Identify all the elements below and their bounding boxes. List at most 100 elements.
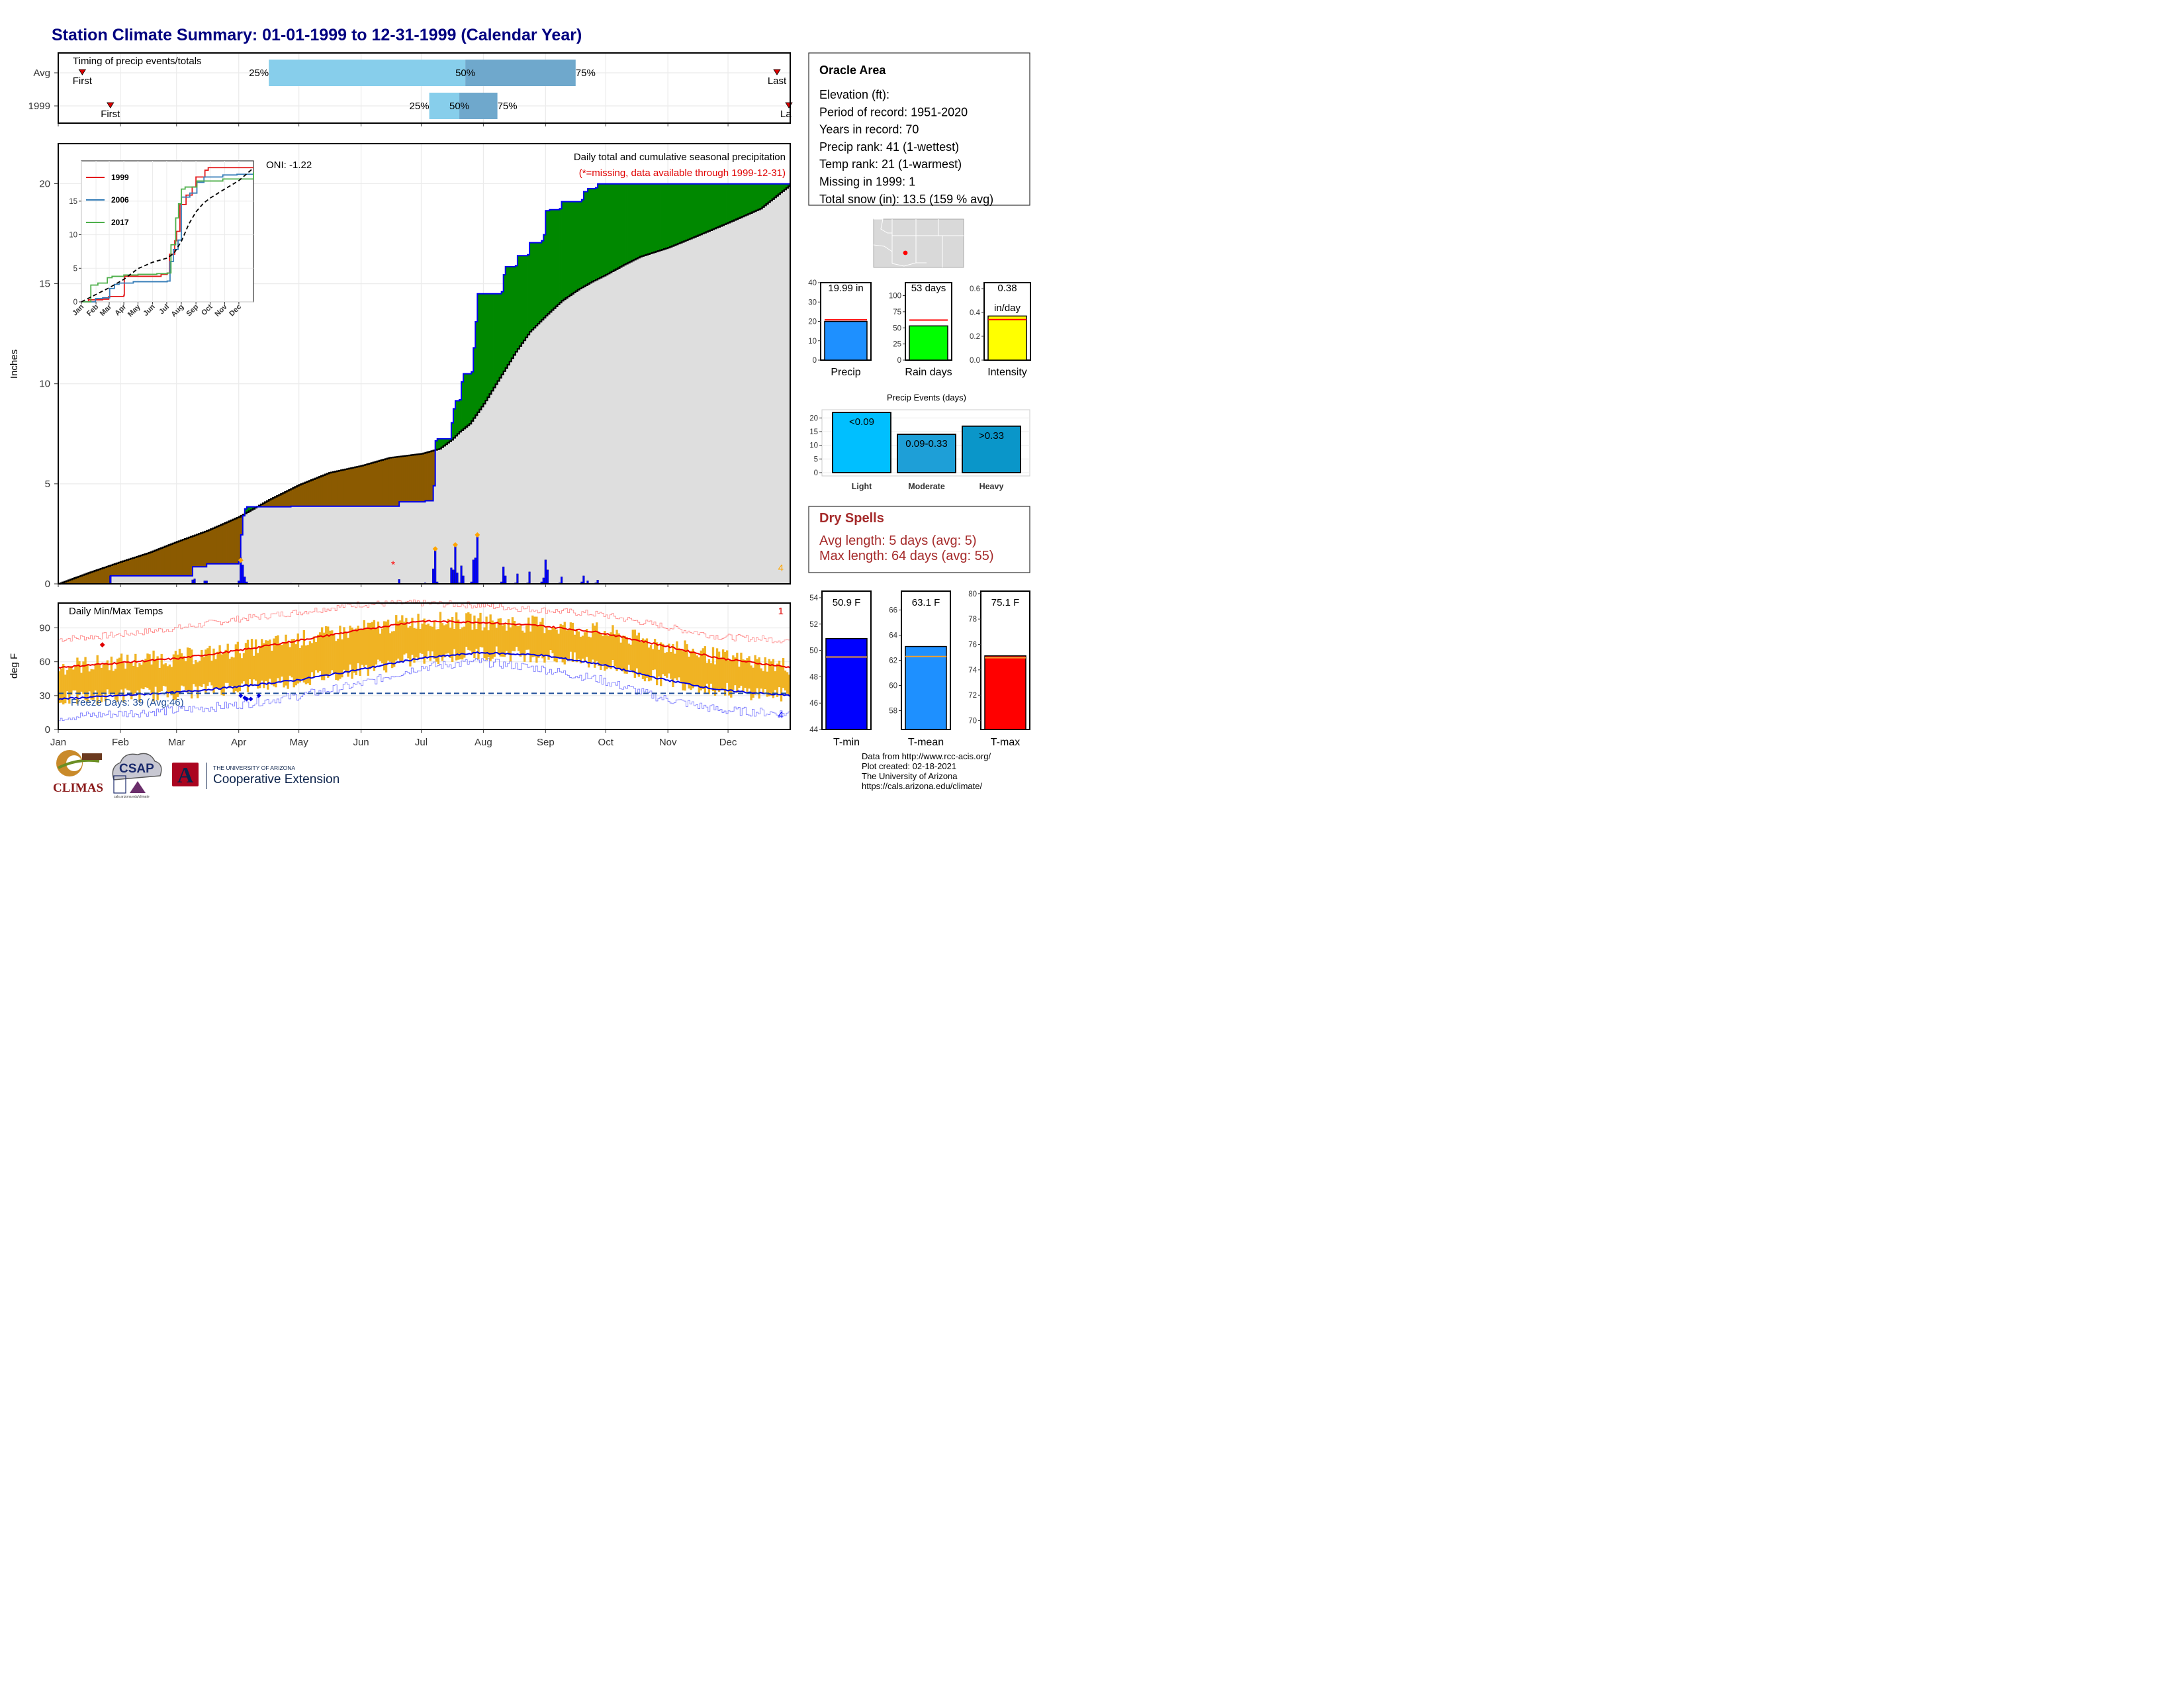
daily-temp-range	[717, 651, 721, 692]
daily-temp-range	[696, 655, 698, 686]
deficit-slice	[114, 563, 117, 576]
surplus-slice	[772, 183, 775, 199]
daily-temp-range	[525, 625, 528, 650]
daily-temp-range	[273, 638, 275, 686]
events-bar-label: >0.33	[979, 430, 1004, 442]
surplus-slice	[692, 183, 694, 238]
deficit-slice	[302, 483, 306, 506]
surplus-slice	[600, 183, 602, 278]
surplus-slice	[664, 183, 666, 250]
daily-precip-bar	[516, 573, 519, 585]
deficit-slice	[84, 574, 87, 584]
daily-temp-range	[279, 644, 281, 682]
daily-temp-range	[569, 622, 572, 652]
deficit-slice	[379, 460, 382, 506]
daily-temp-range	[719, 657, 723, 689]
daily-temp-range	[106, 660, 109, 690]
deficit-slice	[365, 464, 368, 506]
daily-temp-range	[547, 630, 550, 660]
record-low-marker	[256, 693, 261, 698]
daily-temp-range	[312, 636, 316, 678]
surplus-slice	[517, 256, 520, 350]
daily-temp-range	[653, 639, 657, 670]
daily-temp-range	[684, 640, 686, 691]
daily-temp-range	[600, 633, 602, 671]
max-precip-marker	[452, 542, 458, 548]
deficit-slice	[401, 456, 404, 502]
daily-temp-range	[234, 644, 237, 691]
deficit-slice	[281, 493, 283, 507]
summary-bar-tick: 40	[808, 279, 817, 287]
timing-pct-25: 25%	[249, 68, 269, 79]
daily-temp-range	[162, 664, 165, 686]
precip-events-title: Precip Events (days)	[887, 393, 966, 402]
daily-temp-range	[592, 623, 594, 660]
daily-temp-range	[768, 659, 770, 696]
surplus-slice	[493, 293, 496, 388]
surplus-slice	[501, 291, 504, 375]
temp-summary-bars: 50.9 F 44 46 48 50 52 54 T-min 63.1 F 58 60 62 64 66 T…	[809, 590, 1030, 748]
timing-bar-50-75	[459, 93, 498, 119]
surplus-slice	[489, 293, 492, 395]
surplus-slice	[459, 399, 462, 432]
dry-spells-avg: Avg length: 5 days (avg: 5)	[819, 534, 977, 548]
surplus-slice	[760, 183, 762, 209]
max-precip-marker	[475, 532, 480, 538]
daily-temp-range	[772, 659, 775, 698]
deficit-slice	[343, 469, 345, 506]
daily-temp-range	[676, 641, 678, 680]
deficit-slice	[411, 455, 414, 502]
summary-bar-label: Intensity	[987, 367, 1027, 378]
first-event-label: First	[73, 75, 93, 87]
temp-summary-label: T-min	[833, 737, 860, 748]
surplus-slice	[525, 256, 528, 338]
daily-temp-range	[587, 636, 590, 668]
daily-temp-range	[205, 649, 207, 694]
daily-temp-range	[118, 657, 121, 696]
daily-temp-range	[126, 654, 129, 690]
temp-y-tick: 60	[39, 657, 50, 668]
climas-logo: CLIMAS	[53, 750, 103, 795]
daily-temp-range	[166, 666, 169, 698]
surplus-slice	[655, 183, 659, 252]
surplus-slice	[481, 293, 484, 407]
surplus-slice	[509, 266, 512, 362]
normal-max-line	[58, 620, 791, 669]
daily-temp-range	[383, 621, 386, 671]
surplus-slice	[491, 293, 494, 391]
daily-temp-range	[78, 661, 81, 696]
daily-temp-range	[786, 672, 789, 694]
credit-line-2: Plot created: 02-18-2021	[862, 761, 956, 771]
deficit-slice	[86, 573, 89, 584]
daily-temp-range	[750, 665, 752, 700]
surplus-slice	[608, 183, 610, 274]
daily-precip-bar	[450, 567, 453, 585]
deficit-slice	[186, 538, 189, 576]
summary-bar-tick: 30	[808, 299, 817, 306]
daily-temp-range	[104, 663, 107, 702]
daily-temp-range	[594, 626, 596, 668]
daily-temp-range	[242, 653, 246, 682]
summary-bar-tick: 0.2	[970, 333, 980, 341]
daily-temp-range	[92, 669, 95, 700]
surplus-slice	[465, 373, 468, 428]
daily-precip-bar	[474, 557, 477, 585]
daily-temp-range	[136, 667, 139, 691]
daily-temp-range	[210, 660, 213, 686]
deficit-slice	[391, 457, 394, 506]
daily-temp-range	[320, 627, 324, 680]
daily-temp-range	[658, 649, 660, 677]
month-tick-label: Feb	[112, 737, 129, 748]
deficit-slice	[387, 458, 390, 506]
deficit-slice	[162, 547, 165, 576]
first-event-marker	[78, 69, 87, 75]
normal-min-line	[58, 651, 791, 700]
timing-bar-25-50	[269, 60, 466, 86]
daily-temp-range	[296, 633, 299, 684]
daily-temp-range	[421, 624, 424, 654]
daily-precip-bar	[476, 534, 478, 585]
deficit-slice	[322, 475, 326, 506]
daily-temp-range	[489, 614, 492, 661]
events-bar-label: <0.09	[849, 416, 874, 428]
summary-bar-tick: 0.0	[970, 357, 980, 365]
